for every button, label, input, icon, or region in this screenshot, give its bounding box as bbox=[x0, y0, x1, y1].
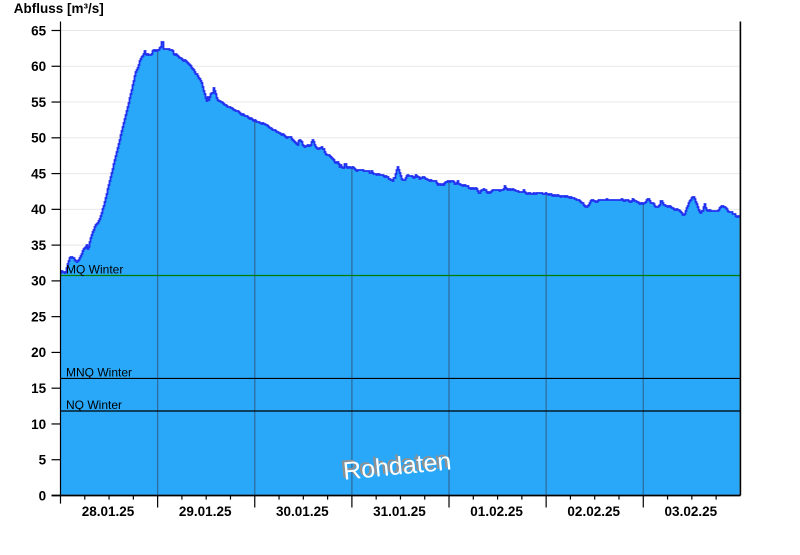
svg-text:25: 25 bbox=[31, 309, 47, 324]
svg-text:29.01.25: 29.01.25 bbox=[179, 504, 232, 519]
svg-text:55: 55 bbox=[31, 95, 47, 110]
svg-text:02.02.25: 02.02.25 bbox=[567, 504, 620, 519]
svg-text:50: 50 bbox=[31, 131, 46, 146]
svg-text:0: 0 bbox=[39, 488, 47, 503]
svg-text:10: 10 bbox=[31, 417, 46, 432]
svg-text:15: 15 bbox=[31, 381, 47, 396]
svg-text:MNQ Winter: MNQ Winter bbox=[66, 366, 132, 380]
svg-text:30.01.25: 30.01.25 bbox=[276, 504, 329, 519]
svg-text:NQ Winter: NQ Winter bbox=[66, 398, 122, 412]
svg-text:40: 40 bbox=[31, 202, 46, 217]
svg-text:45: 45 bbox=[31, 166, 47, 181]
svg-text:Abfluss [m³/s]: Abfluss [m³/s] bbox=[14, 1, 104, 16]
svg-text:5: 5 bbox=[39, 453, 47, 468]
svg-text:03.02.25: 03.02.25 bbox=[665, 504, 718, 519]
svg-text:20: 20 bbox=[31, 345, 46, 360]
svg-text:MQ Winter: MQ Winter bbox=[66, 263, 123, 277]
svg-text:35: 35 bbox=[31, 238, 47, 253]
svg-text:60: 60 bbox=[31, 59, 46, 74]
svg-text:31.01.25: 31.01.25 bbox=[373, 504, 426, 519]
svg-text:30: 30 bbox=[31, 274, 46, 289]
svg-text:65: 65 bbox=[31, 23, 47, 38]
svg-text:28.01.25: 28.01.25 bbox=[82, 504, 135, 519]
svg-text:01.02.25: 01.02.25 bbox=[470, 504, 523, 519]
